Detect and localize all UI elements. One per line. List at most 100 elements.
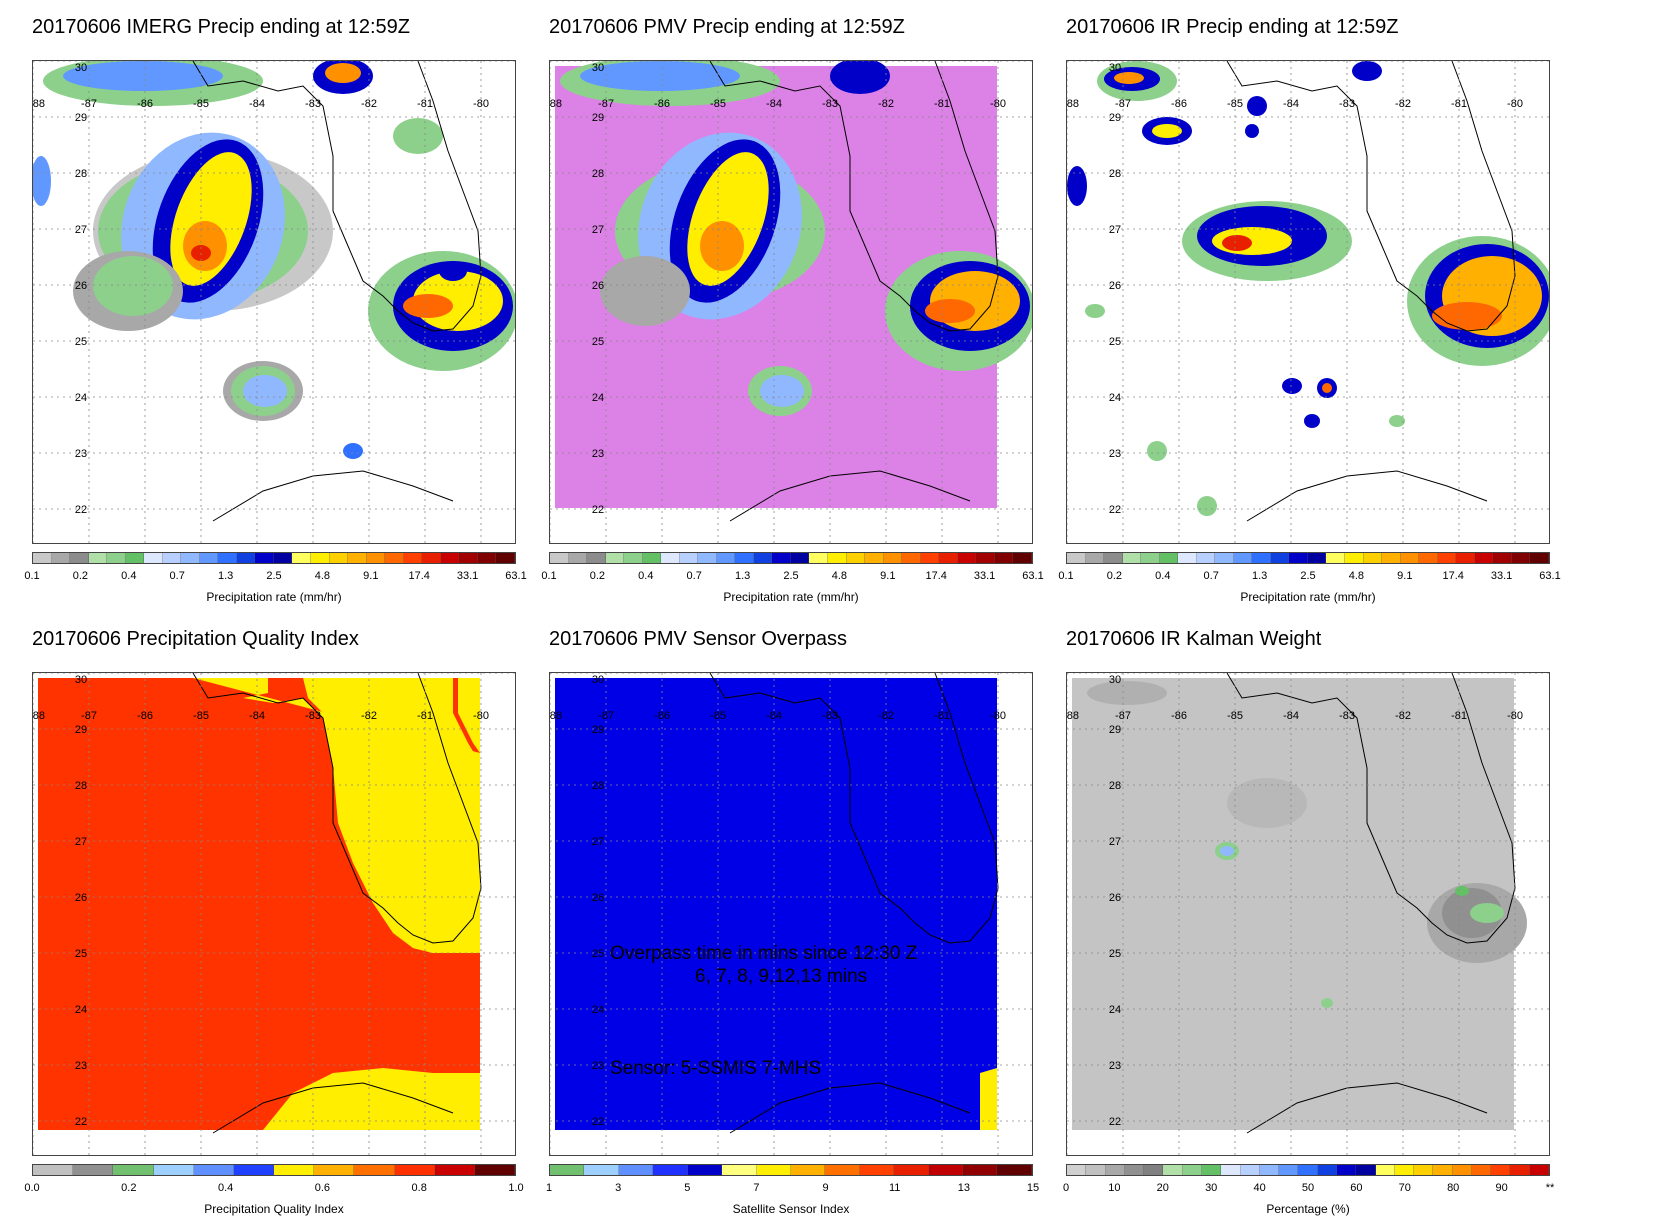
latitude-label: 30 (592, 62, 604, 74)
latitude-label: 30 (592, 674, 604, 686)
colorbar-swatch (587, 553, 606, 563)
sensor-legend-text: Sensor: 5-SSMIS 7-MHS (610, 1058, 822, 1079)
colorbar-swatch (1336, 1165, 1357, 1175)
colorbar-tick-label: 80 (1447, 1182, 1460, 1194)
colorbar-tick-label: 2.5 (783, 570, 799, 582)
colorbar-swatch (722, 1165, 757, 1175)
latitude-label: 22 (592, 504, 604, 516)
colorbar-swatch (568, 553, 588, 563)
panel-kalman-weight: 20170606 IR Kalman Weight -88-87-86-85-8… (1034, 612, 1554, 1216)
colorbar-tick-label: 20 (1156, 1182, 1169, 1194)
colorbar-swatch (624, 553, 643, 563)
colorbar-swatch (348, 553, 367, 563)
panel-title: 20170606 IMERG Precip ending at 12:59Z (32, 16, 411, 38)
colorbar-swatch (997, 1165, 1032, 1175)
colorbar-ticks: 0.0 0.2 0.4 0.6 0.8 1.0 (24, 1182, 523, 1196)
colorbar-label: Precipitation rate (mm/hr) (1240, 590, 1376, 604)
colorbar-swatch (434, 1165, 475, 1175)
colorbar-swatch (88, 553, 108, 563)
colorbar-swatch (474, 1165, 516, 1175)
colorbar-swatch (1326, 553, 1345, 563)
colorbar-swatch (939, 553, 958, 563)
panel-quality-index: 20170606 Precipitation Quality Index -88… (0, 612, 523, 1216)
latitude-label: 27 (75, 836, 87, 848)
longitude-label: -80 (473, 98, 489, 110)
precip-field (33, 61, 515, 459)
latitude-label: 23 (1109, 1060, 1121, 1072)
panel-ir-precip: 20170606 IR Precip ending at 12:59Z (1034, 0, 1560, 604)
colorbar-tick-label: 0.1 (1058, 570, 1074, 582)
longitude-label: -83 (822, 98, 838, 110)
colorbar-swatch (1141, 553, 1160, 563)
colorbar-ticks: 1 3 5 7 9 11 13 15 (546, 1182, 1039, 1196)
longitude-label: -86 (654, 710, 670, 722)
colorbar-swatch (976, 553, 995, 563)
latitude-label: 23 (1109, 448, 1121, 460)
colorbar-swatch (394, 1165, 435, 1175)
colorbar-swatch (865, 553, 884, 563)
sensor-field (555, 678, 997, 1130)
colorbar-tick-label: 2.5 (1300, 570, 1316, 582)
colorbar-swatch (1394, 1165, 1415, 1175)
colorbar-swatch (366, 553, 386, 563)
longitude-label: -85 (1227, 98, 1243, 110)
colorbar-tick-label: 0.1 (24, 570, 40, 582)
colorbar-swatch (193, 1165, 234, 1175)
colorbar-swatch (73, 1165, 114, 1175)
latitude-label: 26 (1109, 892, 1121, 904)
colorbar-swatch (33, 553, 52, 563)
colorbar-swatch (274, 1165, 315, 1175)
longitude-label: -83 (1339, 98, 1355, 110)
longitude-label: -81 (417, 98, 433, 110)
colorbar-swatch (1529, 1165, 1550, 1175)
colorbar-swatch (716, 553, 736, 563)
latitude-label: 29 (75, 112, 87, 124)
colorbar-swatch (679, 553, 699, 563)
latitude-label: 28 (1109, 168, 1121, 180)
colorbar-swatch (653, 1165, 688, 1175)
colorbar-swatch (1279, 1165, 1299, 1175)
longitude-label: -83 (1339, 710, 1355, 722)
latitude-label: 23 (75, 448, 87, 460)
colorbar-swatch (661, 553, 680, 563)
colorbar-tick-label: 90 (1495, 1182, 1508, 1194)
colorbar-swatch (1144, 1165, 1164, 1175)
map-grid: -88 -87 -86 -85 -84 -83 -82 -81 -80 30 29 28 27 26 25 2… (1067, 673, 1549, 1155)
longitude-label: -80 (1507, 710, 1523, 722)
colorbar-swatch (477, 553, 497, 563)
colorbar-swatch (1510, 1165, 1530, 1175)
longitude-label: -85 (710, 710, 726, 722)
longitude-label: -85 (193, 710, 209, 722)
colorbar-tick-label: 60 (1350, 1182, 1363, 1194)
colorbar-swatch (1456, 553, 1475, 563)
colorbar-ticks: 0.1 0.2 0.4 0.7 1.3 2.5 4.8 9.1 17.4 33.1 63.1 (24, 570, 526, 584)
colorbar-tick-label: 17.4 (925, 570, 947, 582)
colorbar-swatch (1196, 553, 1216, 563)
longitude-label: -86 (137, 710, 153, 722)
colorbar-tick-label: 9 (822, 1182, 829, 1194)
latitude-label: 25 (1109, 948, 1121, 960)
latitude-label: 28 (75, 780, 87, 792)
colorbar-swatch (1511, 553, 1531, 563)
colorbar-tick-label: 1.0 (508, 1182, 524, 1194)
colorbar-swatch (928, 1165, 964, 1175)
latitude-label: 28 (592, 780, 604, 792)
map-sensor-overpass: -88 -87 -86 -85 -84 -83 -82 -81 -80 30 29 28 27 26 25 2… (549, 672, 1033, 1156)
colorbar-swatch (1344, 553, 1364, 563)
longitude-label: -85 (710, 98, 726, 110)
colorbar-tick-label: 0.8 (411, 1182, 427, 1194)
longitude-label: -88 (1067, 98, 1079, 110)
sensor-mhs-region (980, 1068, 997, 1130)
colorbar-swatch (1215, 553, 1234, 563)
colorbar-swatch (790, 553, 810, 563)
colorbar-swatch (1067, 553, 1086, 563)
colorbar-swatch (790, 1165, 826, 1175)
overpass-mins-text: 6, 7, 8, 9,12,13 mins (695, 966, 868, 987)
colorbar-tick-label: 0.2 (72, 570, 89, 582)
colorbar-swatch (329, 553, 349, 563)
latitude-label: 24 (592, 392, 604, 404)
colorbar-swatch (735, 553, 754, 563)
colorbar-swatch (550, 1165, 585, 1175)
colorbar-swatch (894, 1165, 929, 1175)
colorbar-tick-label: 0.4 (1155, 570, 1171, 582)
